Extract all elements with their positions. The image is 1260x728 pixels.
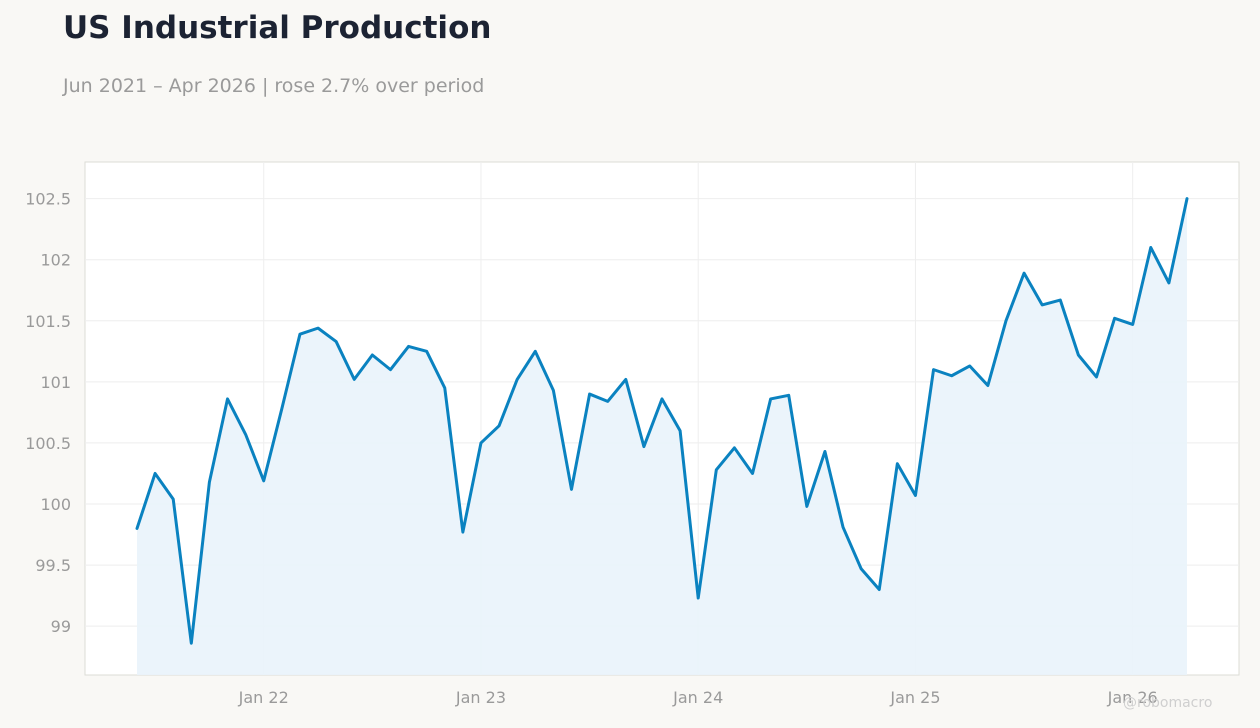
y-tick-label: 101.5 <box>25 312 71 331</box>
x-tick-label: Jan 23 <box>455 688 506 707</box>
y-axis-tick-labels: 99 99.5 100 100.5 101 101.5 102 102.5 <box>25 190 71 637</box>
y-tick-label: 100.5 <box>25 434 71 453</box>
chart-subtitle: Jun 2021 – Apr 2026 | rose 2.7% over per… <box>63 75 485 97</box>
x-tick-label: Jan 24 <box>672 688 723 707</box>
y-tick-label: 99 <box>51 617 71 636</box>
y-tick-label: 100 <box>40 495 71 514</box>
x-tick-label: Jan 22 <box>238 688 289 707</box>
series-area-fill <box>137 198 1187 675</box>
watermark: @robomacro <box>1123 695 1213 711</box>
y-tick-label: 101 <box>40 373 71 392</box>
x-axis-tick-labels: Jan 22 Jan 23 Jan 24 Jan 25 Jan 26 <box>238 688 1158 707</box>
y-tick-label: 102.5 <box>25 190 71 209</box>
x-tick-label: Jan 25 <box>889 688 940 707</box>
y-tick-label: 102 <box>40 251 71 270</box>
x-tick-label: Jan 26 <box>1107 688 1158 707</box>
series-line <box>135 197 1189 645</box>
chart-title: US Industrial Production <box>63 10 492 46</box>
y-tick-label: 99.5 <box>35 556 71 575</box>
